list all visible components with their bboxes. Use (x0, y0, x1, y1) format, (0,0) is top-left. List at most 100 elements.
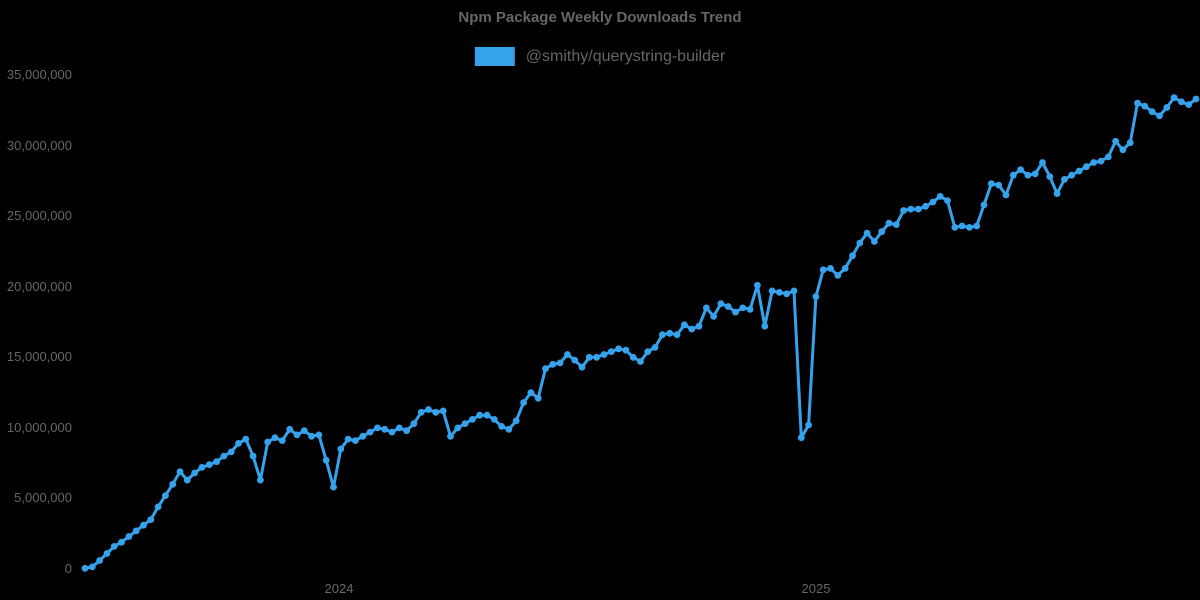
data-point-marker (724, 303, 732, 310)
y-axis-tick-label: 15,000,000 (6, 349, 72, 364)
data-point-marker (308, 432, 315, 440)
data-point-marker (1163, 104, 1171, 111)
data-point-marker (330, 483, 337, 491)
data-point-marker (695, 322, 703, 330)
data-point-marker (118, 538, 125, 546)
data-point-marker (293, 431, 301, 439)
data-point-marker (162, 492, 169, 499)
data-point-marker (352, 437, 359, 444)
data-point-marker (490, 416, 498, 423)
data-point-marker (132, 527, 140, 535)
data-point-marker (783, 290, 791, 298)
data-point-marker (315, 431, 323, 439)
data-point-marker (556, 359, 564, 367)
data-point-marker (622, 346, 630, 354)
data-point-marker (1024, 171, 1032, 179)
data-point-marker (878, 228, 886, 236)
data-point-marker (198, 464, 206, 471)
data-point-marker (191, 469, 199, 477)
data-point-marker (1068, 171, 1076, 179)
data-point-marker (1192, 95, 1200, 103)
data-point-marker (980, 201, 988, 209)
data-point-marker (534, 394, 542, 402)
data-point-marker (651, 344, 659, 351)
data-point-marker (125, 533, 133, 540)
data-point-marker (827, 265, 834, 272)
data-point-marker (300, 427, 308, 435)
data-point-marker (746, 305, 754, 313)
data-point-marker (900, 207, 907, 214)
data-point-marker (564, 351, 571, 358)
data-point-marker (264, 438, 272, 446)
legend-series-label: @smithy/querystring-builder (525, 48, 726, 65)
data-point-marker (973, 222, 981, 230)
data-point-marker (512, 417, 520, 425)
data-point-marker (359, 432, 367, 440)
data-point-marker (739, 304, 747, 312)
data-point-marker (140, 521, 147, 529)
data-point-marker (892, 221, 900, 229)
data-point-marker (944, 197, 951, 205)
data-point-marker (257, 476, 264, 484)
data-point-marker (520, 399, 527, 406)
data-point-marker (688, 325, 696, 333)
series-line (83, 96, 1198, 570)
data-point-marker (659, 331, 666, 339)
legend-swatch (474, 47, 515, 66)
data-point-marker (454, 424, 462, 432)
data-point-marker (476, 411, 484, 419)
data-point-marker (1083, 163, 1090, 171)
data-point-marker (242, 435, 250, 443)
data-point-marker (103, 550, 111, 557)
x-axis-tick-label: 2024 (324, 581, 354, 596)
data-point-marker (498, 423, 505, 430)
data-point-marker (929, 198, 937, 206)
y-axis-tick-label: 25,000,000 (6, 208, 72, 223)
y-axis-tick-label: 35,000,000 (6, 67, 72, 82)
data-point-marker (571, 356, 579, 364)
data-point-marker (1002, 191, 1010, 199)
data-point-marker (702, 304, 710, 312)
data-point-marker (1097, 157, 1105, 165)
data-point-marker (885, 219, 893, 227)
data-point-marker (439, 407, 447, 415)
data-point-marker (213, 458, 221, 466)
y-axis-tick-label: 0 (64, 561, 72, 576)
data-point-marker (1141, 102, 1149, 110)
data-point-marker (1156, 112, 1163, 120)
data-point-marker (907, 205, 915, 213)
data-point-marker (987, 180, 995, 188)
data-point-marker (1046, 173, 1054, 181)
data-point-marker (629, 353, 637, 361)
data-point-marker (169, 480, 177, 488)
data-point-marker (600, 351, 608, 358)
data-point-marker (863, 229, 871, 237)
data-point-marker (841, 265, 849, 272)
data-point-marker (286, 425, 294, 433)
data-point-marker (812, 293, 820, 300)
data-point-marker (805, 421, 812, 429)
data-point-marker (1126, 139, 1134, 147)
data-point-marker (754, 281, 761, 289)
data-point-marker (1053, 190, 1061, 198)
data-point-marker (710, 313, 717, 320)
data-point-marker (249, 452, 257, 460)
data-point-marker (549, 360, 557, 368)
x-axis-tick-label: 2025 (801, 581, 831, 596)
y-axis-tick-label: 30,000,000 (6, 138, 72, 153)
data-point-marker (1090, 159, 1098, 166)
data-point-marker (337, 445, 345, 453)
data-point-marker (88, 563, 96, 571)
data-point-marker (1134, 99, 1141, 107)
data-point-marker (966, 224, 973, 231)
legend-item[interactable]: @smithy/querystring-builder (474, 47, 726, 66)
data-point-marker (271, 434, 279, 442)
data-point-marker (176, 468, 184, 475)
data-point-marker (819, 266, 827, 274)
data-point-marker (417, 408, 425, 416)
data-point-marker (871, 238, 878, 245)
data-point-marker (1017, 166, 1024, 174)
data-point-marker (205, 461, 213, 468)
y-axis-tick-label: 10,000,000 (6, 420, 72, 435)
